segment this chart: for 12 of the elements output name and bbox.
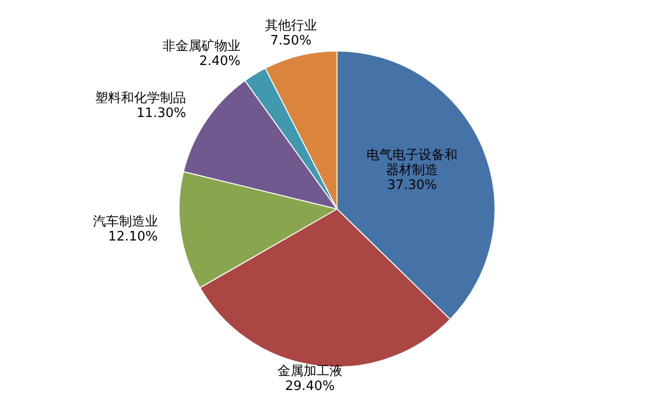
slice-label: 其他行业	[264, 18, 317, 33]
slice-label: 电气电子设备和器材制造	[366, 148, 458, 178]
data-label: 11.30%	[136, 106, 186, 121]
data-label: 2.40%	[199, 54, 241, 69]
data-label: 12.10%	[108, 228, 158, 244]
slice-label: 金属加工液	[277, 364, 342, 379]
data-label: 7.50%	[270, 32, 312, 48]
slice-label: 塑料和化学制品	[95, 90, 186, 106]
data-label: 29.40%	[285, 378, 335, 394]
slice-label: 汽车制造业	[92, 214, 158, 229]
slice-label: 非金属矿物业	[162, 38, 241, 54]
data-label: 37.30%	[387, 178, 437, 193]
